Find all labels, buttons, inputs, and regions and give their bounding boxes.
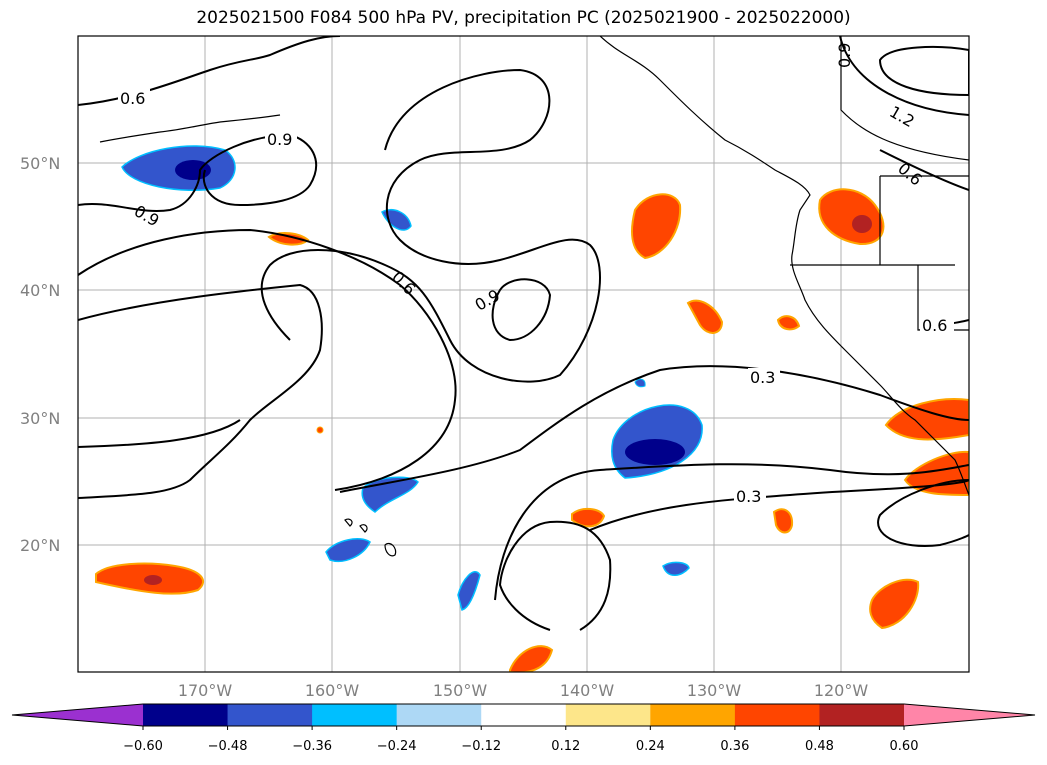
lat-label-30n: 30°N xyxy=(20,409,60,428)
colorbar-extend-min xyxy=(12,704,143,726)
colorbar-segment xyxy=(650,704,736,726)
colorbar-segment xyxy=(227,704,313,726)
colorbar-tick-labels: −0.60 −0.48 −0.36 −0.24 −0.12 0.12 0.24 0.36 0.4… xyxy=(123,726,918,754)
contour-label: 0.6 xyxy=(388,267,419,298)
contour-labels: 0.6 0.9 0.9 0.6 0.9 0.3 0.3 0.9 1.2 0.6 … xyxy=(118,43,954,506)
coastlines xyxy=(99,36,969,557)
contour-label: 0.6 xyxy=(922,316,947,335)
contour-label: 0.9 xyxy=(131,201,163,230)
colorbar-tick-label: 0.24 xyxy=(636,739,665,754)
lat-label-40n: 40°N xyxy=(20,281,60,300)
colorbar-tick-label: 0.12 xyxy=(551,739,580,754)
colorbar-segment xyxy=(396,704,482,726)
contour-label: 0.6 xyxy=(120,89,145,108)
contour-label: 0.9 xyxy=(835,43,854,68)
contour-label: 0.9 xyxy=(267,130,292,149)
lat-label-20n: 20°N xyxy=(20,536,60,555)
lon-label-150w: 150°W xyxy=(433,681,488,700)
positive-precip-regions xyxy=(95,188,969,672)
colorbar-tick-label: −0.12 xyxy=(461,739,501,754)
colorbar-segment xyxy=(819,704,905,726)
lat-label-50n: 50°N xyxy=(20,154,60,173)
lon-label-130w: 130°W xyxy=(687,681,742,700)
colorbar-segment xyxy=(734,704,820,726)
colorbar-tick-label: −0.24 xyxy=(377,739,417,754)
colorbar-segment xyxy=(312,704,398,726)
colorbar-tick-label: 0.48 xyxy=(805,739,834,754)
colorbar-tick-label: −0.48 xyxy=(208,739,248,754)
colorbar-extend-max xyxy=(904,704,1035,726)
colorbar-tick-label: −0.60 xyxy=(123,739,163,754)
negative-precip-regions xyxy=(121,145,703,611)
colorbar-segment xyxy=(565,704,651,726)
colorbar-tick-label: 0.36 xyxy=(720,739,749,754)
longitude-labels: 170°W 160°W 150°W 140°W 130°W 120°W xyxy=(178,681,869,700)
colorbar-segment xyxy=(481,704,567,726)
gridlines xyxy=(78,36,969,672)
lon-label-120w: 120°W xyxy=(814,681,869,700)
contour-label: 0.3 xyxy=(750,368,775,387)
lon-label-160w: 160°W xyxy=(305,681,360,700)
colorbar-tick-label: −0.36 xyxy=(292,739,332,754)
map-frame xyxy=(77,35,970,673)
pv-contours xyxy=(78,36,969,631)
map-title: 2025021500 F084 500 hPa PV, precipitatio… xyxy=(196,8,851,28)
lon-label-170w: 170°W xyxy=(178,681,233,700)
contour-label: 0.3 xyxy=(736,487,761,506)
contour-label: 1.2 xyxy=(886,102,918,131)
colorbar-tick-label: 0.60 xyxy=(890,739,919,754)
colorbar xyxy=(11,703,1036,727)
latitude-labels: 50°N 40°N 30°N 20°N xyxy=(20,154,60,555)
colorbar-segment xyxy=(143,704,229,726)
lon-label-140w: 140°W xyxy=(560,681,615,700)
